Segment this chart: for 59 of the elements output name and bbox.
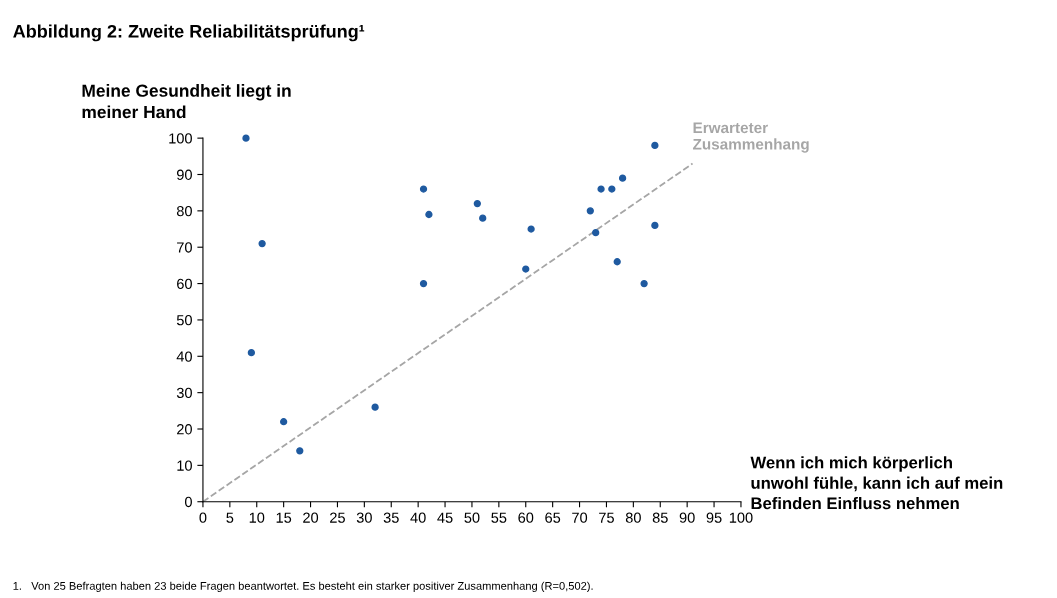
point xyxy=(651,221,659,230)
point xyxy=(242,134,250,142)
point xyxy=(586,207,594,215)
y-tick-label: 0 xyxy=(184,496,192,508)
point xyxy=(280,418,288,426)
x-tick-label: 50 xyxy=(464,512,480,523)
y-tick-label: 70 xyxy=(177,242,192,253)
x-tick-label: 90 xyxy=(679,512,695,523)
x-tick-label: 85 xyxy=(652,512,668,523)
y-tick-label: 30 xyxy=(176,387,192,399)
x-tick-label: 15 xyxy=(276,512,292,523)
y-tick-label: 90 xyxy=(176,169,192,180)
x-axis-title: Wenn ich mich körperlich unwohl fühle, kann ich auf mein Befinden Einfluss nehmen xyxy=(750,456,1003,510)
point xyxy=(473,199,481,208)
x-tick-label: 60 xyxy=(518,512,534,523)
point xyxy=(651,141,659,150)
y-tick-label: 20 xyxy=(177,424,192,435)
x-tick-label: 65 xyxy=(545,512,561,523)
point xyxy=(522,265,530,273)
y-tick-label: 50 xyxy=(176,315,192,326)
x-tick-label: 40 xyxy=(410,512,426,523)
point xyxy=(419,279,428,288)
y-tick-label: 60 xyxy=(177,278,192,289)
x-tick-label: 5 xyxy=(226,512,234,523)
point xyxy=(592,229,600,237)
point xyxy=(258,239,266,248)
x-tick-label: 0 xyxy=(199,512,207,523)
point xyxy=(247,349,256,357)
x-tick-label: 75 xyxy=(599,512,614,523)
x-tick-label: 70 xyxy=(572,512,588,523)
y-tick-label: 80 xyxy=(176,205,192,217)
x-tick-label: 100 xyxy=(729,512,753,523)
point xyxy=(618,174,627,182)
x-tick-label: 95 xyxy=(706,512,722,523)
x-tick-label: 80 xyxy=(625,512,641,523)
point xyxy=(419,185,428,193)
chart-title: Abbildung 2: Zweite Reliabilitätsprüfung¹ xyxy=(13,24,365,42)
y-axis-title: Meine Gesundheit liegt in meiner Hand xyxy=(82,84,291,119)
x-tick-label: 45 xyxy=(437,512,453,523)
text: 1. Von 25 Befragten haben 23 beide Fragen beantwortet. Es besteht ein starker positiver Zusammenhang (R=0,502). xyxy=(13,581,593,593)
x-tick-label: 55 xyxy=(491,512,507,523)
x-tick-label: 20 xyxy=(303,512,319,523)
x-tick-label: 25 xyxy=(330,512,345,523)
point xyxy=(425,210,433,219)
x-tick-label: 30 xyxy=(356,512,372,523)
point xyxy=(608,185,616,193)
x-tick-label: 10 xyxy=(249,512,265,523)
point xyxy=(640,279,648,288)
point xyxy=(371,403,379,411)
point xyxy=(479,214,487,222)
y-tick-label: 10 xyxy=(177,460,192,471)
series-label: Erwarteter Zusammenhang xyxy=(692,122,809,153)
point xyxy=(597,185,605,193)
point xyxy=(527,225,535,233)
point xyxy=(296,447,304,455)
point xyxy=(613,258,621,266)
y-tick-label: 100 xyxy=(169,133,192,144)
y-tick-label: 40 xyxy=(176,351,192,362)
x-tick-label: 35 xyxy=(383,512,399,523)
